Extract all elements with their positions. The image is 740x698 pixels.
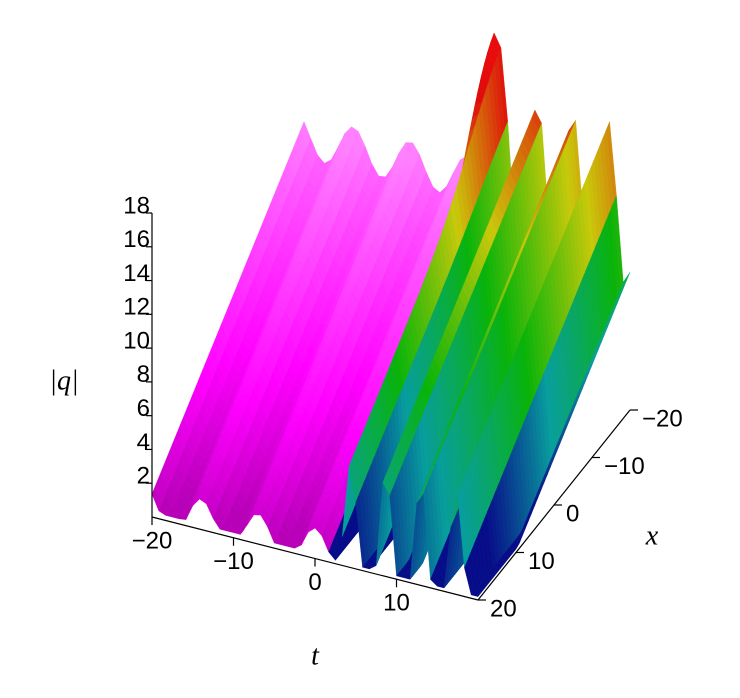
z-tick-label: 16	[123, 226, 150, 253]
z-tick-label: 6	[137, 395, 150, 422]
z-tick-label: 4	[137, 429, 150, 456]
x-tick-label: −10	[604, 453, 645, 480]
z-tick-label: 10	[123, 327, 150, 354]
t-tick-label: −10	[213, 548, 254, 575]
x-tick-label: 10	[528, 548, 555, 575]
x-axis-label: x	[645, 520, 659, 551]
t-tick-label: 10	[383, 590, 410, 617]
z-tick-label: 2	[137, 463, 150, 490]
z-tick-label: 18	[123, 192, 150, 219]
x-tick-label: 20	[490, 595, 517, 622]
z-tick-label: 12	[123, 294, 150, 321]
surface-cell	[470, 590, 482, 597]
t-tick-label: 0	[308, 569, 321, 596]
x-tick-label: 0	[566, 500, 579, 527]
t-axis-label: t	[311, 640, 320, 671]
t-tick-label: −20	[132, 527, 173, 554]
z-tick-label: 8	[137, 361, 150, 388]
z-tick-label: 14	[123, 260, 150, 287]
z-axis-label: |q|	[49, 365, 78, 396]
x-tick-label: −20	[642, 405, 683, 432]
surface	[151, 32, 631, 597]
